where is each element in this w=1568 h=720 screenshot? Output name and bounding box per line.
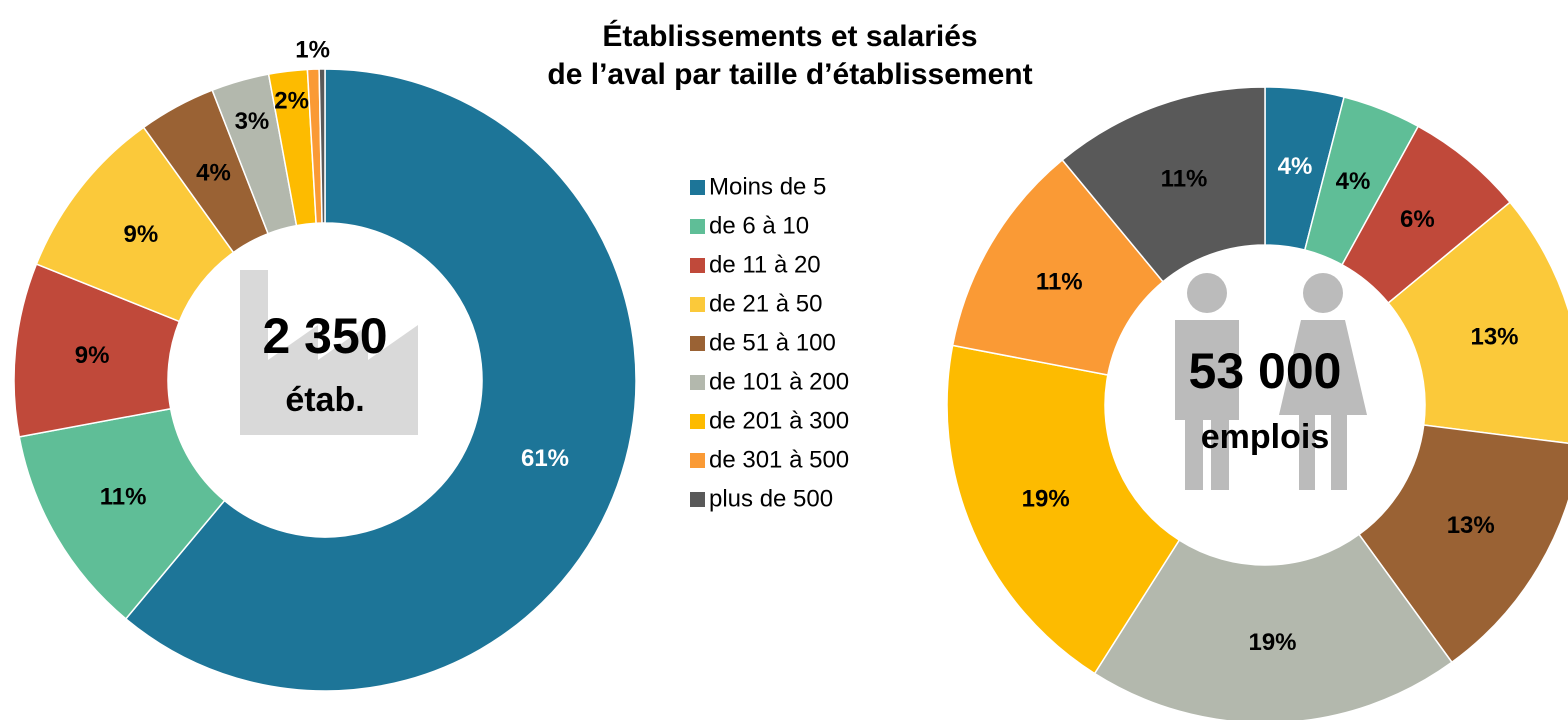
data-label: 11% xyxy=(1161,165,1208,192)
data-label: 19% xyxy=(1022,485,1070,512)
data-label: 9% xyxy=(75,342,110,369)
chart-title: de l’aval par taille d’établissement xyxy=(547,58,1032,91)
center-value: 2 350 xyxy=(262,308,387,364)
donut-slice xyxy=(946,344,1181,675)
legend-swatch xyxy=(690,453,705,468)
donut-slice xyxy=(1093,533,1453,720)
data-label: 13% xyxy=(1447,512,1495,539)
center-unit: étab. xyxy=(285,381,364,419)
data-label: 13% xyxy=(1470,324,1518,351)
data-label: 2% xyxy=(274,87,309,114)
legend-label: de 201 à 300 xyxy=(709,407,849,434)
person-icon xyxy=(1303,273,1343,313)
legend-label: de 301 à 500 xyxy=(709,446,849,473)
chart-title: Établissements et salariés xyxy=(602,19,977,53)
center-unit: emplois xyxy=(1201,418,1329,456)
person-icon xyxy=(1175,320,1239,490)
legend-swatch xyxy=(690,258,705,273)
legend-swatch xyxy=(690,492,705,507)
data-label: 11% xyxy=(100,484,147,511)
legend-swatch xyxy=(690,414,705,429)
legend-swatch xyxy=(690,336,705,351)
donut-hole xyxy=(1106,246,1424,564)
legend-swatch xyxy=(690,297,705,312)
legend-label: Moins de 5 xyxy=(709,173,826,200)
data-label: 61% xyxy=(521,445,569,472)
data-label: 11% xyxy=(1036,269,1083,296)
center-value: 53 000 xyxy=(1189,343,1342,399)
legend-label: de 11 à 20 xyxy=(709,251,821,278)
data-label: 3% xyxy=(235,108,270,135)
donut-slice xyxy=(1061,86,1266,283)
legend-swatch xyxy=(690,375,705,390)
donut-slice xyxy=(124,68,637,692)
legend-label: de 101 à 200 xyxy=(709,368,849,395)
data-label: 4% xyxy=(1278,153,1313,180)
legend-label: de 6 à 10 xyxy=(709,212,809,239)
legend-label: de 21 à 50 xyxy=(709,290,822,317)
person-icon xyxy=(1279,320,1367,490)
data-label: 9% xyxy=(124,221,159,248)
donut-slice xyxy=(1387,201,1568,445)
donut-slice xyxy=(1358,424,1568,664)
legend-label: de 51 à 100 xyxy=(709,329,836,356)
data-label: 19% xyxy=(1248,629,1296,656)
data-label: 1% xyxy=(295,37,330,64)
data-label: 6% xyxy=(1400,206,1435,233)
data-label: 4% xyxy=(1336,168,1371,195)
legend-label: plus de 500 xyxy=(709,485,833,512)
legend-swatch xyxy=(690,219,705,234)
person-icon xyxy=(1187,273,1227,313)
donut-slice xyxy=(318,68,326,224)
legend-swatch xyxy=(690,180,705,195)
data-label: 4% xyxy=(196,160,231,187)
factory-icon xyxy=(240,270,418,435)
